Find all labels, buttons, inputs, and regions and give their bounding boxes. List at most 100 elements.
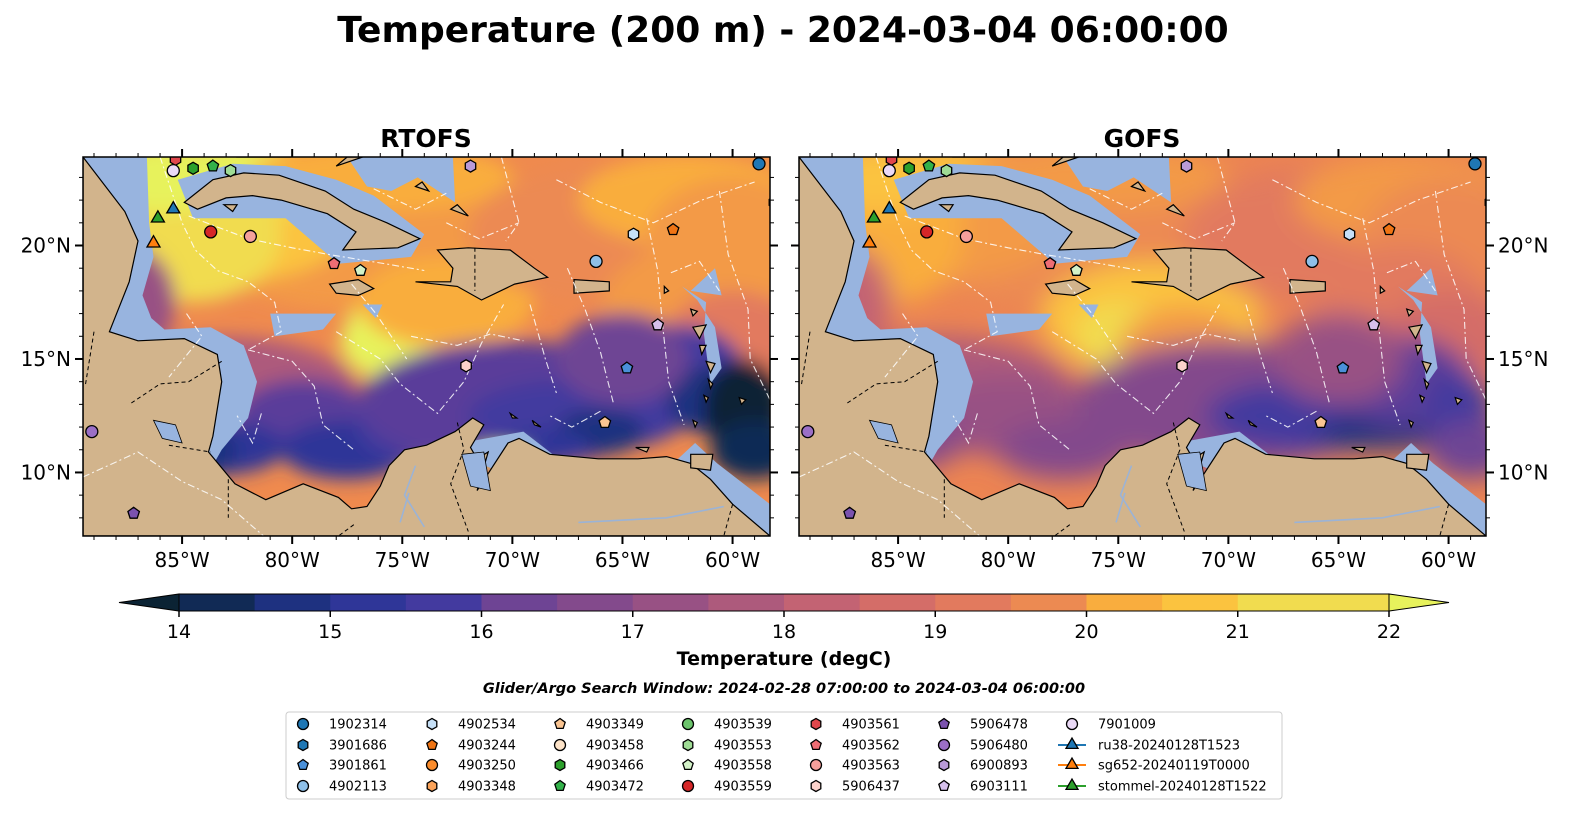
legend-entry: 6900893 (938, 759, 1028, 774)
eez-line (168, 313, 203, 378)
landmass (1044, 278, 1092, 297)
landmass (1379, 284, 1386, 295)
landmass (691, 324, 708, 340)
eez-line (446, 222, 520, 240)
legend-label: 5906480 (970, 739, 1028, 754)
temperature-patch (1272, 313, 1405, 405)
landmass (698, 344, 708, 357)
legend-label: 4903558 (714, 759, 772, 774)
marker-5906480 (85, 424, 99, 439)
shallow-shelf (1006, 157, 1172, 203)
lake (868, 419, 899, 444)
colorbar-segment (481, 594, 558, 611)
country-border (1166, 422, 1185, 532)
eez-line (963, 349, 1071, 451)
marker-1902314 (1468, 157, 1482, 171)
legend-box (285, 711, 1283, 800)
legend-entry: 4903561 (810, 718, 900, 733)
marker-ru38-20240128T1523 (881, 200, 897, 214)
legend-entry: 3901861 (297, 759, 387, 774)
legend-entry: 4903558 (682, 759, 772, 774)
colorbar-tick-label: 18 (772, 621, 796, 643)
x-tick-label: 80°W (265, 548, 320, 572)
eez-line (1162, 222, 1236, 240)
eez-line (884, 313, 919, 378)
marker-6900893 (464, 159, 477, 173)
landmass (236, 157, 291, 158)
colorbar-tick-label: 16 (469, 621, 493, 643)
eez-line (1386, 260, 1436, 292)
landmass (1454, 396, 1463, 406)
legend-marker-icon (554, 779, 566, 792)
geography (83, 157, 770, 536)
eez-line (1265, 410, 1317, 428)
legend-marker-icon (1064, 736, 1080, 750)
legend-entry: 5906480 (937, 739, 1028, 754)
landmass (1051, 157, 1079, 167)
marker-4903559 (204, 225, 218, 239)
y-tick-label: 20°N (21, 234, 71, 258)
eez-line (1245, 304, 1273, 394)
country-border (338, 524, 355, 536)
legend-label: 4903472 (586, 780, 644, 795)
legend-entry: 4903466 (554, 759, 644, 774)
colorbar-label: Temperature (degC) (677, 648, 892, 670)
colorbar-segment (1237, 594, 1314, 611)
marker-6903111 (651, 318, 665, 331)
legend-entry: 4902113 (296, 780, 387, 795)
x-tick-label: 85°W (870, 548, 925, 572)
landmass (938, 204, 955, 213)
landmass (449, 203, 469, 217)
legend-entry: sg652-20240119T0000 (1058, 756, 1250, 774)
landmass (222, 204, 239, 213)
legend-label: 1902314 (329, 718, 387, 733)
colorbar-min-extend (118, 593, 180, 612)
marker-5906478 (843, 506, 857, 519)
country-border (723, 504, 734, 536)
river (399, 492, 410, 523)
landmass (415, 247, 550, 301)
colorbar-segment (935, 594, 1012, 611)
eez-line (799, 451, 980, 536)
colorbar-segment (405, 594, 483, 611)
eez-line (718, 190, 770, 401)
colorbar-segment (708, 594, 785, 611)
marker-3901861 (1336, 361, 1350, 374)
shallow-shelf (681, 286, 722, 384)
marker-7901009 (882, 163, 896, 178)
figure-title: Temperature (200 m) - 2024-03-04 06:00:0… (337, 10, 1228, 51)
marker-6900893 (1180, 159, 1193, 173)
landmass (1247, 419, 1258, 428)
legend-label: 3901686 (329, 739, 387, 754)
marker-5906437 (460, 359, 472, 373)
marker-4903349 (1314, 415, 1328, 429)
legend-marker-icon (553, 738, 567, 752)
legend-label: 5906478 (970, 718, 1028, 733)
marker-4903349 (598, 415, 612, 429)
legend-label: 4903563 (842, 759, 900, 774)
legend-entry: 4903472 (554, 779, 644, 795)
marker-3901686 (768, 198, 770, 207)
legend-label: 4903348 (458, 780, 516, 795)
marker-4903563 (959, 229, 973, 244)
marker-ru38-20240128T1523 (165, 200, 181, 214)
legend-label: 4902113 (329, 780, 387, 795)
country-border (1054, 524, 1071, 536)
colorbar-segment (632, 594, 709, 611)
marker-4903466 (903, 161, 915, 176)
x-tick-label: 65°W (595, 548, 650, 572)
marker-4903561 (885, 157, 898, 167)
marker-5906478 (127, 506, 141, 519)
legend-entry: 1902314 (296, 718, 387, 733)
legend-marker-icon (425, 758, 439, 772)
y-tick-label: 10°N (21, 460, 71, 484)
marker-4903562 (1043, 256, 1057, 270)
legend-marker-icon (810, 738, 822, 751)
search-window-note: Glider/Argo Search Window: 2024-02-28 07… (483, 681, 1085, 697)
colorbar-segment (557, 594, 634, 611)
landmass (83, 157, 770, 536)
legend-marker-icon (426, 738, 438, 751)
legend-label: 4903561 (842, 718, 900, 733)
marker-4903458 (773, 337, 785, 349)
river (578, 505, 724, 524)
